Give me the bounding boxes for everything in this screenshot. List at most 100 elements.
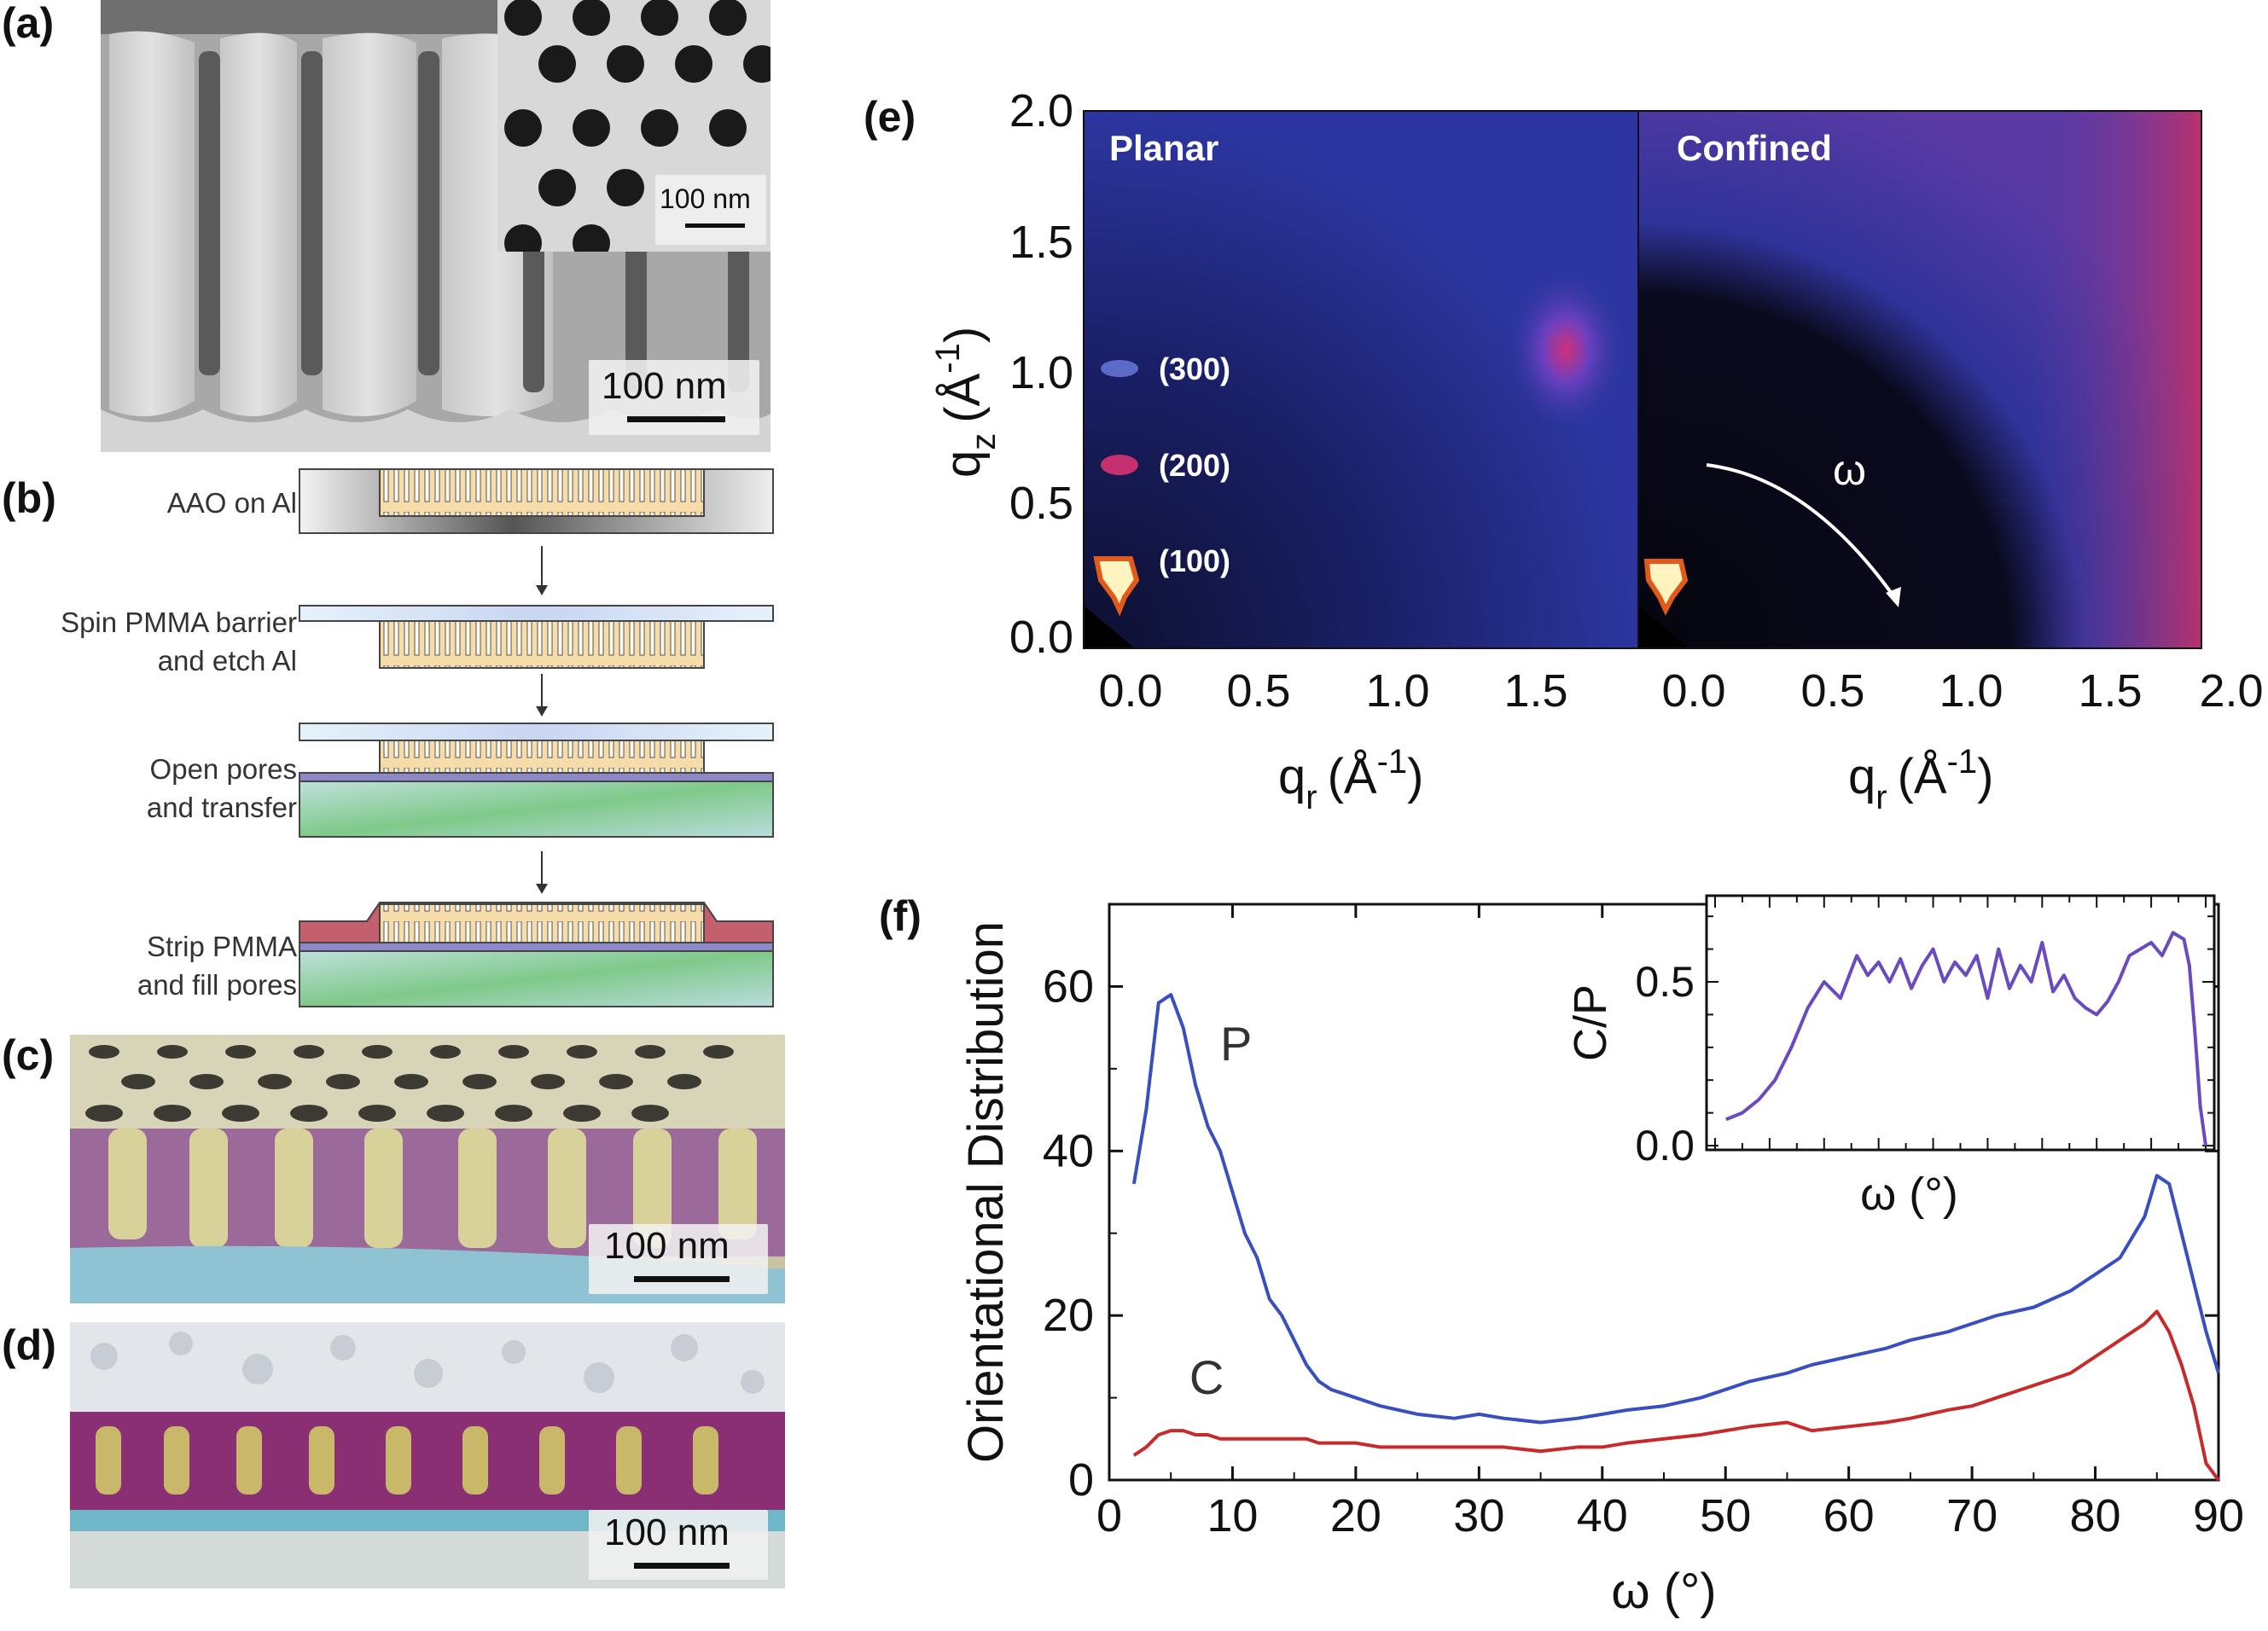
sem-inset-top-view: 100 nm [497, 0, 771, 252]
omega-arc [1706, 463, 1896, 599]
x-tick: 2.0 [2199, 665, 2263, 717]
ylabel-close: ) [935, 327, 991, 343]
giwaxs-frame [1083, 110, 2202, 649]
xlabel-close: ) [1977, 749, 1993, 804]
step-label-1: AAO on Al [166, 487, 297, 519]
x-tick-label: 60 [1823, 1490, 1875, 1541]
panel-label-b: (b) [2, 474, 56, 522]
series-label-P: P [1220, 1017, 1252, 1071]
xlabel-q: q [1278, 749, 1306, 804]
arrow-step-1 [541, 546, 543, 587]
fabrication-schematic [299, 468, 774, 1007]
x-axis-label: ω (°) [1611, 1564, 1716, 1619]
x-tick: 1.5 [1503, 665, 1567, 717]
xlabel-exp: -1 [1947, 743, 1978, 781]
scale-bar-d [634, 1563, 730, 1569]
xlabel-q: q [1848, 749, 1875, 804]
x-tick: 1.0 [1365, 665, 1429, 717]
ylabel-sub: z [965, 433, 1003, 450]
y-axis-label: qz (Å-1) [929, 327, 1003, 478]
x-tick-label: 30 [1453, 1490, 1504, 1541]
y-tick-label: 40 [1043, 1125, 1094, 1176]
step1-diagram [299, 468, 774, 534]
x-tick-label: 80 [2070, 1490, 2121, 1541]
ylabel-exp: -1 [929, 343, 967, 374]
panel-label-c: (c) [2, 1031, 55, 1079]
arrow-head-2 [536, 706, 548, 717]
inset-scale-box [655, 175, 766, 245]
inset-scale-bar [685, 223, 745, 228]
y-tick: 2.0 [1009, 85, 1073, 136]
x-tick-labels: 0.0 0.5 1.0 1.5 0.0 0.5 1.0 1.5 2.0 [1098, 665, 2263, 717]
planar-halo [1506, 269, 1625, 431]
xlabel-sub: r [1875, 779, 1887, 816]
y-tick: 0.0 [1009, 612, 1073, 663]
confined-title: Confined [1677, 128, 1832, 168]
inset-y-axis-label: C/P [1565, 984, 1616, 1061]
inset-y-tick-label: 0.5 [1635, 958, 1695, 1006]
arrow-head-1 [536, 585, 548, 595]
x-tick: 0.5 [1226, 665, 1290, 717]
scale-box-a [589, 360, 759, 435]
y-tick: 1.5 [1009, 217, 1073, 268]
scale-box-c [589, 1224, 768, 1294]
x-tick: 1.5 [2078, 665, 2142, 717]
step-label-4: Strip PMMA and fill pores [137, 931, 297, 1001]
y-tick: 0.5 [1009, 478, 1073, 529]
step2-diagram [299, 605, 774, 669]
svg-text:qr(Å-1): qr (Å-1) [1848, 743, 1994, 816]
scale-bar-c [634, 1276, 730, 1282]
peak-300-label: (300) [1159, 351, 1230, 386]
series-line-C [1132, 1309, 2220, 1482]
pore-array [497, 0, 771, 252]
arrow-head-3 [536, 884, 548, 894]
x-tick: 0.0 [1098, 665, 1162, 717]
scale-label-a: 100 nm [602, 365, 727, 407]
ylabel-unit: (Å [935, 373, 991, 422]
planar-beamstop [1084, 606, 1135, 648]
orientation-chart: 0 10 20 30 40 50 60 70 80 90 0 20 40 60 P Cω (°) Orienta… [958, 894, 2244, 1619]
confined-100-spot [1643, 559, 1689, 616]
arrow-step-2 [541, 674, 543, 708]
x-tick: 0.0 [1661, 665, 1725, 717]
xlabel-exp: -1 [1377, 743, 1408, 781]
panel-label-f: (f) [879, 892, 922, 940]
step-label-3: Open pores and transfer [146, 753, 297, 823]
ylabel-q: q [935, 450, 991, 478]
xlabel-close: ) [1407, 749, 1423, 804]
inset-y-tick-label: 0.0 [1635, 1122, 1695, 1170]
step-label-2: Spin PMMA barrier and etch Al [61, 607, 297, 676]
giwaxs-figure: Planar Confined (300) (200) (100) ω 2.0 … [929, 85, 2264, 816]
panel-label-a: (a) [2, 0, 55, 47]
y-tick-label: 0 [1068, 1454, 1094, 1506]
x-axis-label-left: qr (Å-1) [1278, 743, 1424, 816]
series-label-C: C [1189, 1350, 1224, 1404]
omega-arrowhead [1886, 587, 1901, 607]
inset-frame [1705, 894, 2216, 1152]
x-tick: 0.5 [1800, 665, 1864, 717]
x-tick-label: 10 [1207, 1490, 1258, 1541]
confined-beamstop [1638, 606, 1689, 648]
series-line-P [1131, 993, 2220, 1425]
y-tick-label: 60 [1043, 961, 1094, 1012]
planar-title: Planar [1109, 128, 1218, 168]
peak-200-spot [1101, 455, 1138, 475]
x-tick-label: 50 [1700, 1490, 1751, 1541]
scale-bar-a [627, 416, 725, 422]
x-tick-label: 20 [1330, 1490, 1381, 1541]
arrow-step-3 [541, 851, 543, 885]
y-tick: 1.0 [1009, 347, 1073, 398]
step4-diagram [299, 902, 774, 1007]
peak-100-label: (100) [1159, 543, 1230, 578]
panel-label-d: (d) [2, 1321, 56, 1369]
svg-text:qz(Å-1): qz (Å-1) [929, 327, 1003, 478]
panel-label-e: (e) [864, 93, 916, 141]
peak-200-label: (200) [1159, 448, 1230, 483]
x-tick-label: 40 [1577, 1490, 1628, 1541]
y-axis-label: Orientational Distribution [958, 921, 1014, 1463]
inset-x-axis-label: ω (°) [1860, 1169, 1958, 1220]
inset-scale-label: 100 nm [660, 183, 751, 214]
x-tick-label: 0 [1096, 1490, 1122, 1541]
inset-series-line [1725, 931, 2207, 1146]
step3-diagram [299, 723, 774, 838]
